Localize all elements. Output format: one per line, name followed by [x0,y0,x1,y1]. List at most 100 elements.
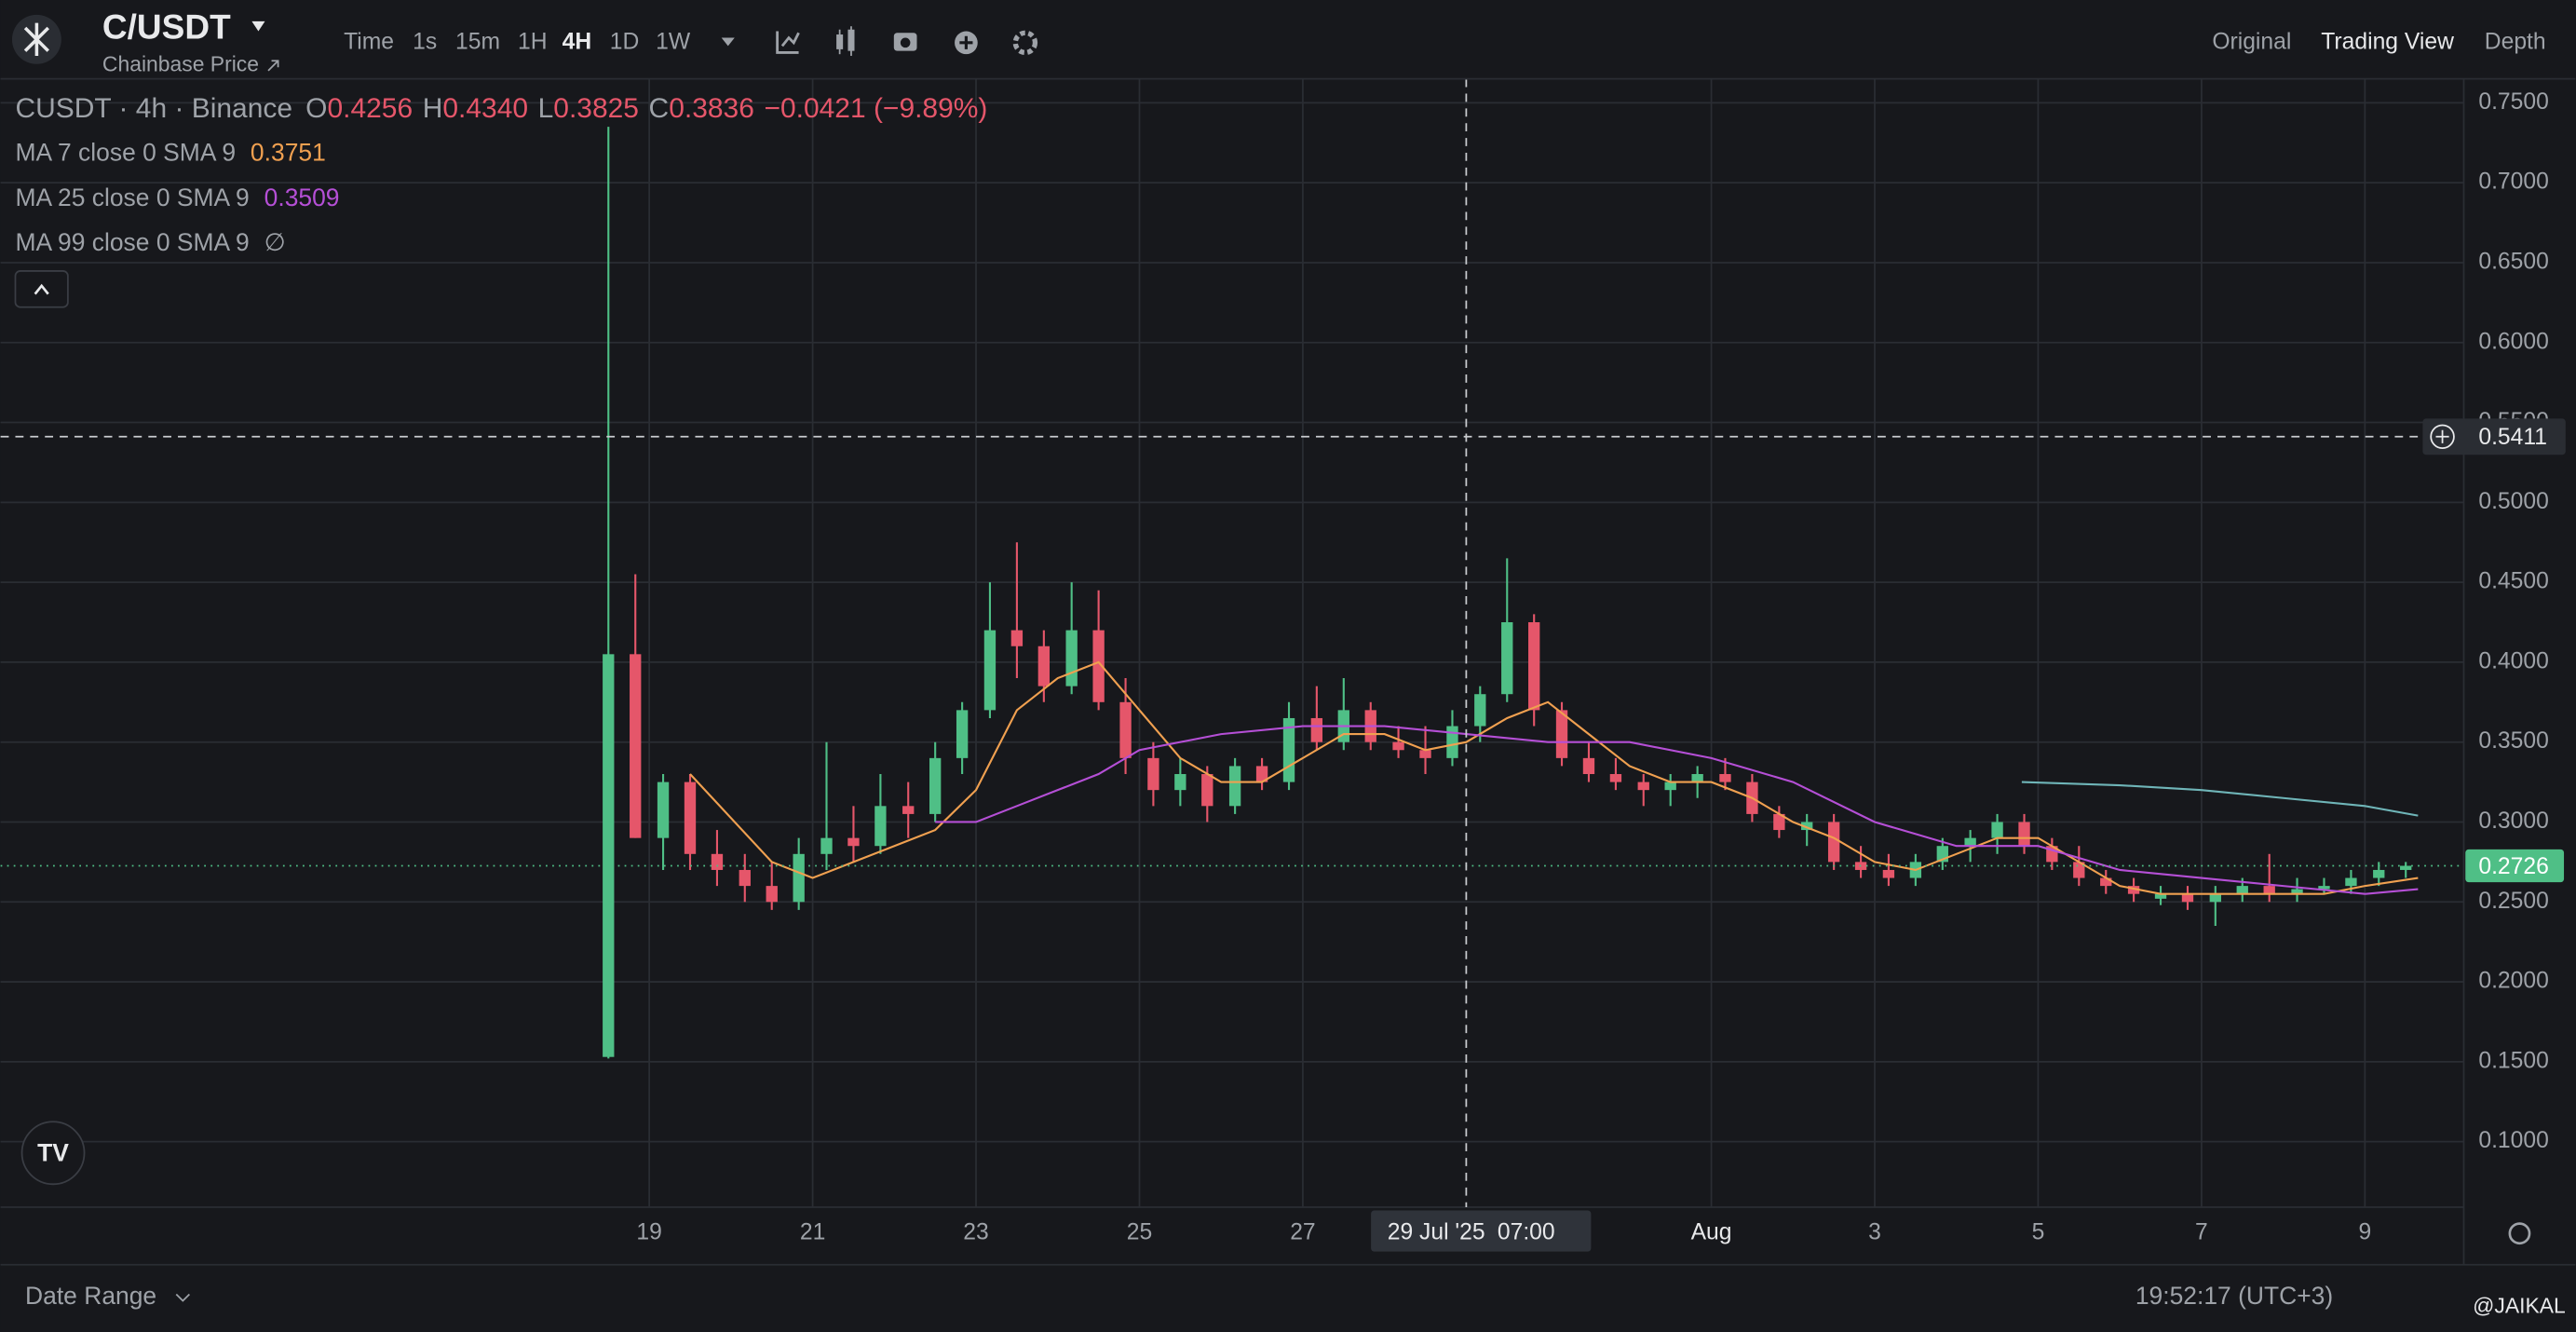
interval-active[interactable]: 4H [563,29,592,54]
y-tick-label: 0.5000 [2478,489,2548,514]
candle-body [1446,726,1458,758]
ohlc-value: 0.3825 [553,93,639,124]
candle-body [1119,701,1132,758]
candle-body [1582,757,1595,775]
candle-body [1773,813,1785,831]
candle-body [1555,710,1568,758]
x-tick-label: 7 [2195,1220,2208,1245]
interval[interactable]: 1D [610,29,640,54]
last-price-label: 0.2726 [2478,854,2548,879]
candle-body [1964,837,1976,847]
candle-body [1991,822,2003,838]
candle-body [2400,865,2412,870]
x-tick-label: 25 [1127,1220,1152,1245]
interval[interactable]: 1s [413,29,437,54]
candle-body [1719,774,1731,782]
y-tick-label: 0.7000 [2478,170,2548,195]
candle-body [793,853,805,903]
legend-ohlc: CUSDT · 4h · Binance O0.4256 H0.4340 L0.382… [15,93,987,124]
ma-name: MA 25 close 0 SMA 9 [15,183,249,211]
crosshair-price-box [2422,418,2566,455]
candle-body [1474,694,1486,727]
date-range[interactable]: Date Range [25,1282,156,1310]
candle-body [2263,886,2275,894]
crosshair-date: 29 Jul '25 [1388,1220,1485,1245]
candle-body [2018,822,2030,847]
chart-type-icon[interactable] [836,26,855,56]
indicator-icon[interactable] [776,31,800,54]
view-tab[interactable]: Original [2212,29,2291,54]
candle-body [1501,622,1513,695]
clock: 19:52:17 (UTC+3) [2135,1282,2333,1310]
candle-body [2291,889,2303,894]
add-glyph [959,35,973,49]
collapse-button[interactable] [14,270,69,308]
candle-body [1827,822,1840,863]
candle-body [1282,717,1295,782]
more-intervals[interactable] [721,37,735,47]
y-tick-label: 0.3000 [2478,809,2548,834]
ma-legend: MA 7 close 0 SMA 9 0.3751 MA 25 close 0 SM… [15,139,339,256]
view-tab-active[interactable]: Trading View [2321,29,2454,54]
ma-legend-entry: MA 7 close 0 SMA 9 0.3751 [15,139,325,167]
candle-body [2209,893,2221,903]
last-price-box [2465,849,2565,883]
crosshair-price-label: 0.5411 [2478,425,2547,450]
x-tick-label: 9 [2358,1220,2371,1245]
ma-value: 0.3509 [264,183,340,211]
y-tick-label: 0.6000 [2478,329,2548,354]
tv-logo-glyph: TV [37,1139,69,1167]
candle-body [1092,630,1105,702]
candle-body [2181,893,2194,903]
ohlc-value: 0.4256 [327,93,413,124]
candle-body [1419,750,1431,758]
candle-body [902,806,915,814]
interval[interactable]: 15m [455,29,500,54]
interval[interactable]: 1W [656,29,691,54]
external-link [267,60,279,72]
subtitle[interactable]: Chainbase Price [102,52,259,76]
candle-body [2318,886,2330,890]
y-tick-label: 0.1000 [2478,1128,2548,1153]
tv-logo [20,1121,86,1186]
screenshot-lens [900,37,911,48]
candle-body [766,886,778,903]
collapse-glyph [34,283,49,295]
candle-body [711,853,724,870]
candle-body [1255,766,1268,782]
candle-body [847,837,860,847]
symbol-dropdown[interactable] [251,20,265,32]
view-tab[interactable]: Depth [2485,29,2546,54]
candle-body [1037,646,1051,686]
candle-body [1147,757,1159,791]
date-range-caret [175,1293,191,1302]
candle-body [739,869,751,887]
candle-body [1664,782,1676,791]
y-tick-label: 0.3500 [2478,728,2548,754]
y-tick-label: 0.6500 [2478,249,2548,274]
ohlc-key: O [305,93,327,124]
ohlc-key: L [538,93,554,124]
candle-body [1065,630,1078,686]
candle-body [1310,717,1323,742]
candle-body [1801,822,1813,831]
candle-body [603,654,615,1057]
interval[interactable]: Time [344,29,394,54]
ohlc-value: 0.3836 [669,93,754,124]
ma-line [689,660,2419,895]
candle-body [1609,774,1622,782]
x-tick-label: 23 [963,1220,988,1245]
symbol[interactable]: C/USDT [102,7,231,47]
candle-body [1010,630,1024,646]
interval[interactable]: 1H [518,29,548,54]
axis-settings[interactable] [2508,1222,2531,1245]
y-tick-label: 0.2500 [2478,889,2548,914]
ohlc-key: H [423,93,443,124]
candle-body [2100,877,2112,887]
y-tick-label: 0.1500 [2478,1048,2548,1073]
crosshair-plus-glyph [2435,429,2449,443]
candle-body [2373,869,2385,878]
settings-icon[interactable] [1012,30,1038,56]
candle-body [1637,782,1649,791]
x-tick-label: 21 [800,1220,825,1245]
